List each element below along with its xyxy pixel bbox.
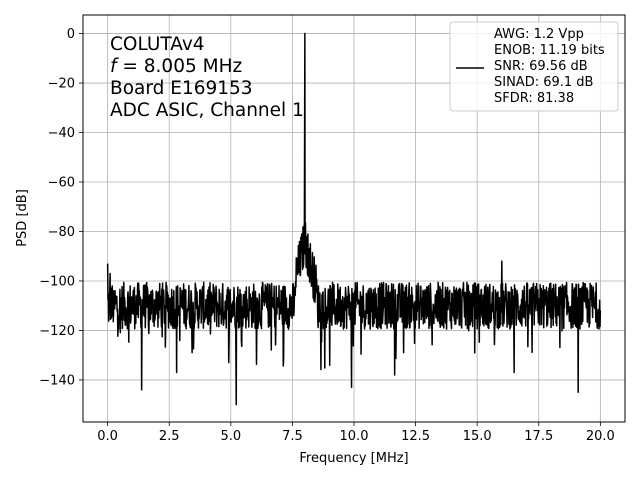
y-axis-label: PSD [dB] xyxy=(15,189,30,247)
legend-awg: AWG: 1.2 Vpp xyxy=(494,27,584,42)
legend: AWG: 1.2 Vpp ENOB: 11.19 bits SNR: 69.56… xyxy=(449,21,619,112)
y-tick-label: −120 xyxy=(39,324,75,339)
y-tick-label: −40 xyxy=(48,126,75,141)
x-tick-label: 17.5 xyxy=(524,429,553,444)
y-tick-label: −60 xyxy=(48,176,75,191)
y-tick-label: −140 xyxy=(39,373,75,388)
annotation-block: COLUTAv4 f = 8.005 MHz Board E169153 ADC… xyxy=(110,34,304,121)
legend-snr: SNR: 69.56 dB xyxy=(494,59,588,74)
series-line-psd xyxy=(106,32,602,406)
x-tick-label: 7.5 xyxy=(282,429,303,444)
annotation-device: COLUTAv4 xyxy=(110,34,205,55)
legend-sinad: SINAD: 69.1 dB xyxy=(494,75,593,90)
x-tick-label: 5.0 xyxy=(220,429,241,444)
x-tick-label: 15.0 xyxy=(463,429,492,444)
x-tick-label: 0.0 xyxy=(97,429,118,444)
x-tick-label: 10.0 xyxy=(340,429,369,444)
y-tick-label: −80 xyxy=(48,225,75,240)
x-tick-label: 20.0 xyxy=(586,429,615,444)
legend-enob: ENOB: 11.19 bits xyxy=(494,43,605,58)
y-tick-label: −20 xyxy=(48,77,75,92)
plot-area xyxy=(106,32,602,406)
legend-box xyxy=(449,21,619,112)
annotation-frequency: f = 8.005 MHz xyxy=(110,56,242,77)
annotation-board: Board E169153 xyxy=(110,78,253,99)
y-axis: 0 −20 −40 −60 −80 −100 −120 −140 xyxy=(39,27,83,388)
x-axis: 0.0 2.5 5.0 7.5 10.0 12.5 15.0 17.5 20.0 xyxy=(97,422,615,444)
legend-sfdr: SFDR: 81.38 xyxy=(494,91,574,106)
y-tick-label: −100 xyxy=(39,274,75,289)
x-tick-label: 12.5 xyxy=(401,429,430,444)
x-tick-label: 2.5 xyxy=(159,429,180,444)
annotation-channel: ADC ASIC, Channel 1 xyxy=(110,100,304,121)
y-tick-label: 0 xyxy=(67,27,75,42)
x-axis-label: Frequency [MHz] xyxy=(299,451,408,466)
